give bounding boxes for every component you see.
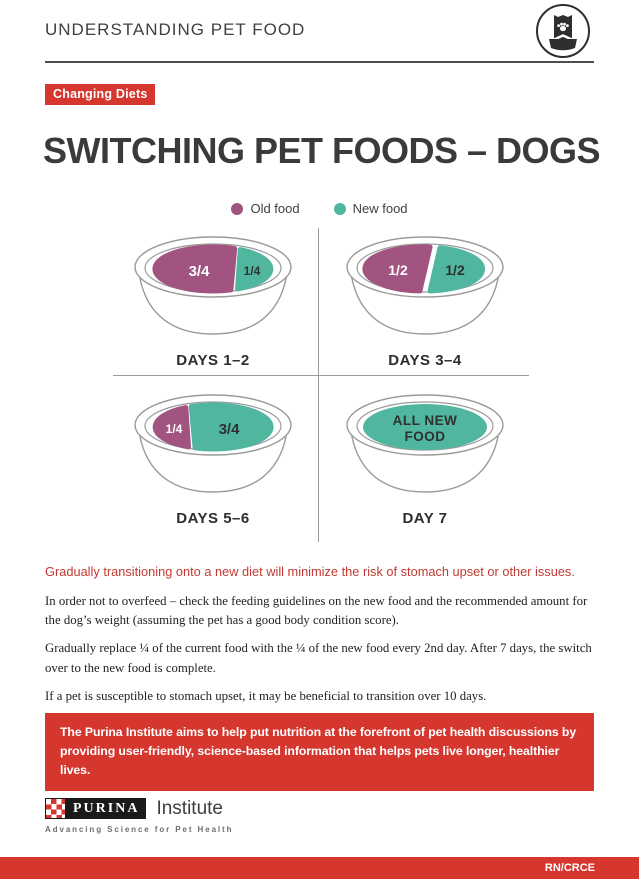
footer-code: RN/CRCE — [544, 862, 595, 874]
callout-box: The Purina Institute aims to help put nu… — [45, 713, 594, 792]
highlight-text: Gradually transitioning onto a new diet … — [45, 564, 575, 579]
logo-tagline: Advancing Science for Pet Health — [45, 825, 234, 834]
grid-horizontal-divider — [113, 375, 529, 376]
header-divider — [45, 61, 594, 63]
legend-label-new-food: New food — [352, 201, 408, 216]
portion-label-old: 3/4 — [189, 263, 211, 280]
header-title: UNDERSTANDING PET FOOD — [45, 20, 306, 39]
portion-label-new: 1/4 — [244, 264, 261, 278]
body-paragraph: If a pet is susceptible to stomach upset… — [45, 688, 487, 703]
old-food-dot-icon — [231, 202, 244, 215]
bowl-diagram-icon: 1/2 1/2 — [346, 236, 504, 335]
new-food-dot-icon — [333, 202, 346, 215]
footer-bar: RN/CRCE — [0, 857, 639, 879]
pet-food-bag-icon — [534, 2, 592, 65]
bowl-label: DAYS 1–2 — [176, 352, 250, 369]
portion-label-new-line2: FOOD — [405, 429, 446, 444]
body-copy: In order not to overfeed – check the fee… — [45, 592, 594, 715]
bowl-day-7: ALL NEW FOOD DAY 7 — [330, 389, 520, 527]
bowl-days-1-2: 3/4 1/4 DAYS 1–2 — [118, 231, 308, 369]
callout-line: providing user-friendly, science-based i… — [60, 744, 560, 778]
portion-label-new-line1: ALL NEW — [393, 413, 458, 428]
callout-line: The Purina Institute aims to help put nu… — [60, 725, 577, 739]
portion-label-new: 1/2 — [445, 262, 465, 278]
bowl-diagram-grid: 3/4 1/4 DAYS 1–2 1/2 1/2 DAYS 3–4 — [45, 226, 595, 544]
bowl-days-3-4: 1/2 1/2 DAYS 3–4 — [330, 231, 520, 369]
body-paragraph: Gradually replace ¼ of the current food … — [45, 641, 592, 675]
body-paragraph: In order not to overfeed – check the fee… — [45, 594, 588, 628]
page-title: SWITCHING PET FOODS – DOGS — [43, 130, 601, 171]
grid-vertical-divider — [318, 228, 319, 542]
portion-label-old: 1/2 — [388, 262, 408, 278]
legend-item-old-food: Old food — [231, 201, 300, 216]
purina-checkerboard-icon — [45, 798, 66, 819]
bowl-label: DAYS 3–4 — [388, 352, 462, 369]
bowl-diagram-icon: ALL NEW FOOD — [346, 394, 504, 493]
bowl-label: DAY 7 — [402, 510, 448, 527]
portion-label-old: 1/4 — [166, 422, 183, 436]
portion-label-new: 3/4 — [219, 421, 241, 438]
legend-label-old-food: Old food — [250, 201, 300, 216]
legend: Old food New food — [0, 201, 639, 216]
purina-wordmark: PURINA — [66, 798, 147, 819]
purina-institute-logo: PURINA Institute Advancing Science for P… — [45, 798, 233, 834]
bowl-diagram-icon: 1/4 3/4 — [134, 394, 292, 493]
bowl-label: DAYS 5–6 — [176, 510, 250, 527]
bowl-days-5-6: 1/4 3/4 DAYS 5–6 — [118, 389, 308, 527]
category-badge: Changing Diets — [45, 84, 156, 105]
institute-label: Institute — [156, 797, 223, 819]
bowl-diagram-icon: 3/4 1/4 — [134, 236, 292, 335]
legend-item-new-food: New food — [333, 201, 408, 216]
